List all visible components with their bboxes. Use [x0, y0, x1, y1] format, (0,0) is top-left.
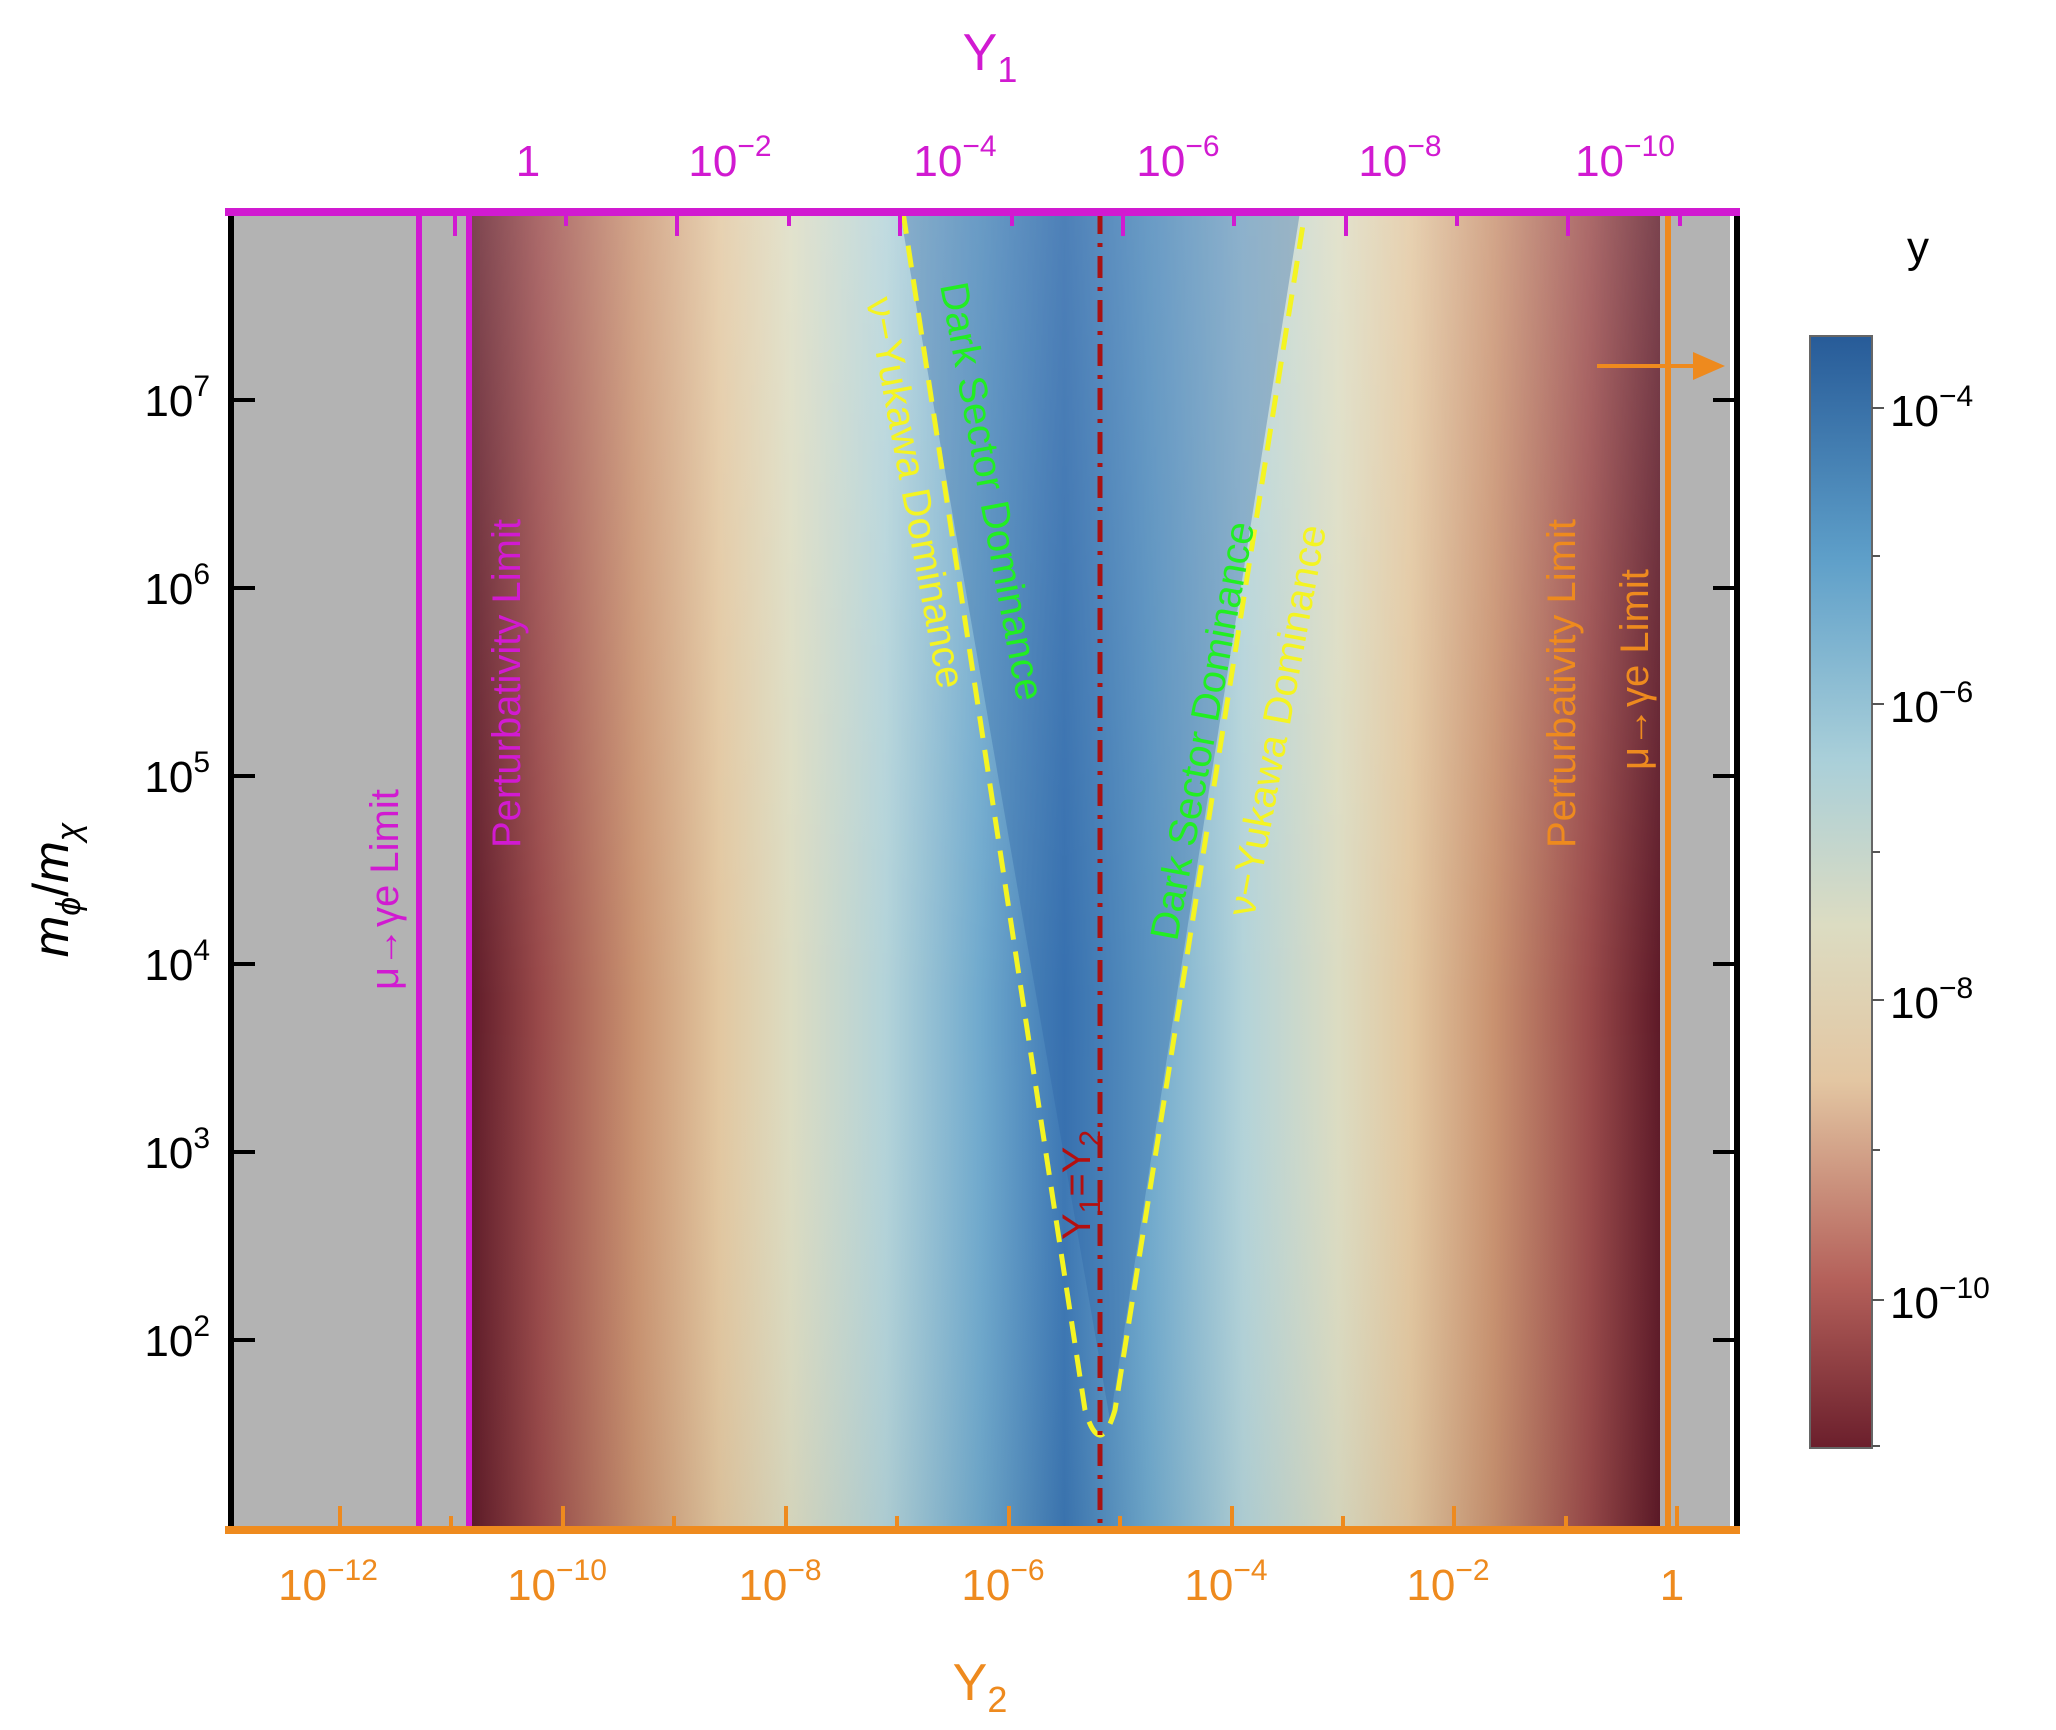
excluded-region-right	[1660, 212, 1730, 1530]
bottom-ticks	[338, 1506, 1679, 1530]
mu-limit-label-left: μ→γe Limit	[363, 789, 407, 990]
bottom-tick-label: 10−8	[738, 1554, 821, 1610]
left-tick-label: 106	[144, 558, 210, 614]
perturbativity-label-left: Perturbativity Limit	[485, 519, 529, 848]
top-tick-label: 10−8	[1358, 130, 1441, 186]
top-ticks	[453, 212, 1682, 236]
mu-limit-label-right: μ→γe Limit	[1613, 569, 1657, 770]
top-tick-labels: 1 10−2 10−4 10−6 10−8 10−10	[516, 130, 1675, 186]
bottom-tick-label: 10−10	[507, 1554, 607, 1610]
colorbar	[1809, 335, 1873, 1449]
top-tick-label: 10−10	[1575, 130, 1675, 186]
left-tick-label: 103	[144, 1122, 210, 1178]
top-tick-label: 10−4	[913, 130, 996, 186]
left-tick-label: 102	[144, 1310, 210, 1366]
bottom-tick-label: 1	[1660, 1561, 1684, 1610]
top-tick-label: 10−2	[688, 130, 771, 186]
top-axis-title: Y1	[963, 24, 1018, 90]
side-ticks	[231, 398, 1737, 1342]
colorbar-tick-label: 10−8	[1890, 972, 1973, 1028]
heatmap-shading	[469, 212, 1660, 1530]
top-tick-label: 1	[516, 137, 540, 186]
colorbar-tick-label: 10−6	[1890, 676, 1973, 732]
colorbar-tick-labels: 10−4 10−6 10−8 10−10	[1890, 380, 1990, 1328]
limit-arrow	[1597, 352, 1725, 380]
colorbar-title: y	[1907, 223, 1929, 272]
bottom-tick-label: 10−2	[1406, 1554, 1489, 1610]
left-tick-labels: 107 106 105 104 103 102	[144, 370, 210, 1366]
perturbativity-label-right: Perturbativity Limit	[1540, 519, 1584, 848]
bottom-tick-label: 10−12	[278, 1554, 378, 1610]
colorbar-tick-label: 10−4	[1890, 380, 1973, 436]
left-tick-label: 107	[144, 370, 210, 426]
top-tick-label: 10−6	[1136, 130, 1219, 186]
excluded-region-left	[231, 212, 469, 1530]
left-axis-title: mϕ/mχ	[23, 821, 88, 957]
bottom-axis-title: Y2	[953, 1654, 1008, 1720]
colorbar-ticks	[1872, 407, 1884, 1447]
bottom-tick-labels: 10−12 10−10 10−8 10−6 10−4 10−2 1	[278, 1554, 1684, 1610]
bottom-tick-label: 10−4	[1184, 1554, 1267, 1610]
bottom-tick-label: 10−6	[961, 1554, 1044, 1610]
equality-label: Y1=Y2	[1055, 1130, 1107, 1240]
left-tick-label: 104	[144, 934, 210, 990]
colorbar-tick-label: 10−10	[1890, 1272, 1990, 1328]
left-tick-label: 105	[144, 746, 210, 802]
